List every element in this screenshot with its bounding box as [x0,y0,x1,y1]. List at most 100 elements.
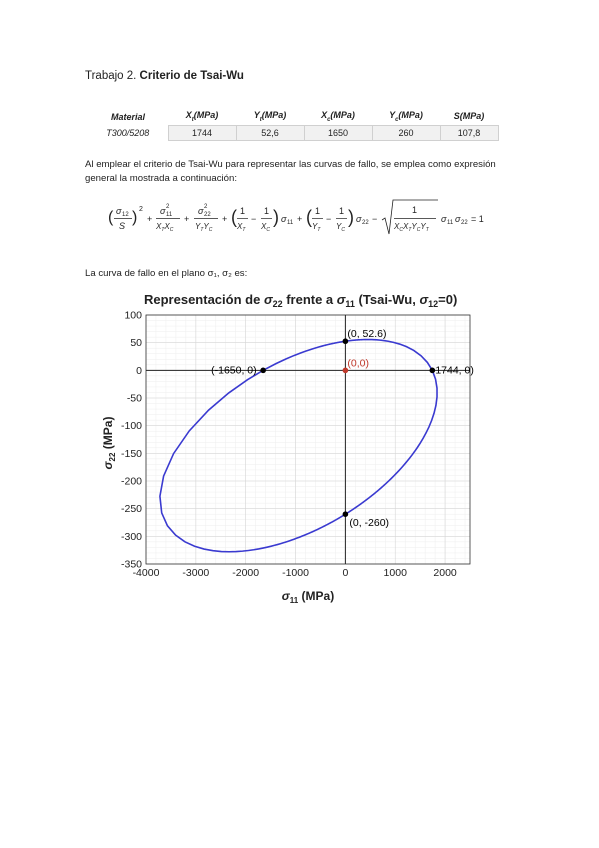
svg-text:XC: XC [260,222,270,233]
svg-text:−: − [372,214,377,224]
svg-text:11: 11 [166,212,173,218]
svg-text:σ: σ [441,214,447,224]
y-tick-label: -300 [121,531,142,543]
x-tick-label: 0 [342,567,348,579]
y-tick-label: -150 [121,448,142,460]
svg-text:(: ( [306,207,312,227]
table-header-row: Material Xt(MPa) Yt(MPa) Xc(MPa) Yc(MPa)… [88,108,498,125]
svg-text:22: 22 [461,220,468,226]
y-tick-label: 100 [124,310,142,322]
x-tick-label: 2000 [433,567,457,579]
cell-s: 107,8 [439,124,499,141]
header-yc: Yc(MPa) [389,110,423,123]
header-xc: Xc(MPa) [321,110,355,123]
data-point [260,367,266,374]
y-tick-label: 50 [130,337,142,349]
chart-grid [145,314,470,565]
svg-text:YTYC: YTYC [195,222,213,233]
data-point-label: 1744, 0) [435,364,474,376]
x-tick-label: -3000 [182,567,209,579]
svg-text:1: 1 [264,206,269,216]
svg-text:12: 12 [122,212,129,218]
plot-frame [145,314,471,565]
cell-material: T300/5208 [88,125,168,141]
svg-text:σ: σ [198,206,204,216]
header-yt: Yt(MPa) [253,110,287,123]
data-point-label: (-1650, 0) [211,364,257,376]
svg-text:σ: σ [116,206,122,216]
curve-description: La curva de fallo en el plano σ₁, σ₂ es: [85,268,248,279]
heading-prefix: Trabajo 2. [85,70,140,82]
data-point [429,367,436,374]
chart-ticks: -4000 -3000 -2000 -1000 0 1000 2000 100 50 0 -50 -1… [121,310,457,580]
data-point-label: (0, -260) [349,517,389,529]
x-tick-label: -1000 [282,567,309,579]
y-tick-label: -50 [127,393,142,405]
svg-text:2: 2 [166,204,170,210]
plot-background [146,315,470,564]
svg-text:−: − [251,214,256,224]
chart-points: (0, 52.6) (0,0) (-1650, 0) 1744, 0) (0, -260… [211,328,474,529]
svg-text:(: ( [108,209,114,226]
svg-text:S: S [119,221,125,231]
tsai-wu-formula: ( σ 12 S ) 2 + σ 211 XTXC + σ 222 YTYC + ( … [108,199,484,235]
cell-xt: 1744 [167,124,237,141]
svg-text:+: + [147,214,152,224]
svg-text:σ: σ [455,214,461,224]
cell-yt: 52,6 [235,124,305,141]
svg-text:σ: σ [356,214,362,224]
data-point-label: (0,0) [347,357,369,369]
svg-text:22: 22 [204,212,211,218]
intro-paragraph: Al emplear el criterio de Tsai-Wu para r… [85,159,496,184]
svg-text:11: 11 [287,220,294,226]
svg-text:+: + [297,214,302,224]
data-point-label: (0, 52.6) [347,328,386,340]
y-tick-label: -350 [121,559,142,571]
svg-text:11: 11 [447,220,454,226]
svg-text:1: 1 [315,206,320,216]
svg-text:YC: YC [336,222,345,233]
y-tick-label: -250 [121,503,142,515]
formula-rhs: = 1 [471,214,484,224]
x-axis-label: σ11 (MPa) [282,589,334,605]
svg-text:σ: σ [281,214,287,224]
y-tick-label: 0 [136,365,142,377]
svg-text:+: + [184,214,189,224]
table-row: T300/5208 1744 52,6 1650 260 107,8 [88,124,499,141]
svg-text:XT: XT [236,222,246,233]
cell-yc: 260 [371,124,441,141]
svg-text:σ: σ [160,206,166,216]
svg-text:2: 2 [204,204,208,210]
x-tick-label: -2000 [232,567,259,579]
svg-text:1: 1 [339,206,344,216]
material-properties-table: Material Xt(MPa) Yt(MPa) Xc(MPa) Yc(MPa)… [88,108,499,141]
x-tick-label: -4000 [133,567,160,579]
svg-text:22: 22 [362,220,369,226]
x-tick-label: 1000 [384,567,408,579]
data-point [342,338,349,345]
tsai-wu-chart: Representación de σ22 frente a σ11 (Tsai… [101,292,474,605]
heading-title: Criterio de Tsai-Wu [139,70,244,82]
svg-text:−: − [326,214,331,224]
y-tick-label: -100 [121,420,142,432]
y-axis-label: σ22 (MPa) [101,417,117,470]
svg-text:): ) [132,209,137,226]
header-s: S(MPa) [453,111,485,122]
chart-axes [145,314,471,565]
svg-text:1: 1 [412,205,417,215]
chart-title: Representación de σ22 frente a σ11 (Tsai… [144,292,457,309]
header-material: Material [110,111,145,122]
data-point [342,367,349,374]
svg-text:): ) [273,207,279,227]
svg-text:(: ( [231,207,237,227]
svg-text:YT: YT [312,222,321,233]
svg-text:): ) [348,207,354,227]
header-xt: Xt(MPa) [185,110,219,123]
cell-xc: 1650 [303,124,373,141]
section-heading: Trabajo 2. Criterio de Tsai-Wu [85,70,244,82]
svg-text:+: + [222,214,227,224]
svg-text:XTXC: XTXC [155,222,174,233]
svg-text:1: 1 [240,206,245,216]
svg-text:2: 2 [139,206,143,213]
svg-text:XCXTYCYT: XCXTYCYT [393,222,430,233]
